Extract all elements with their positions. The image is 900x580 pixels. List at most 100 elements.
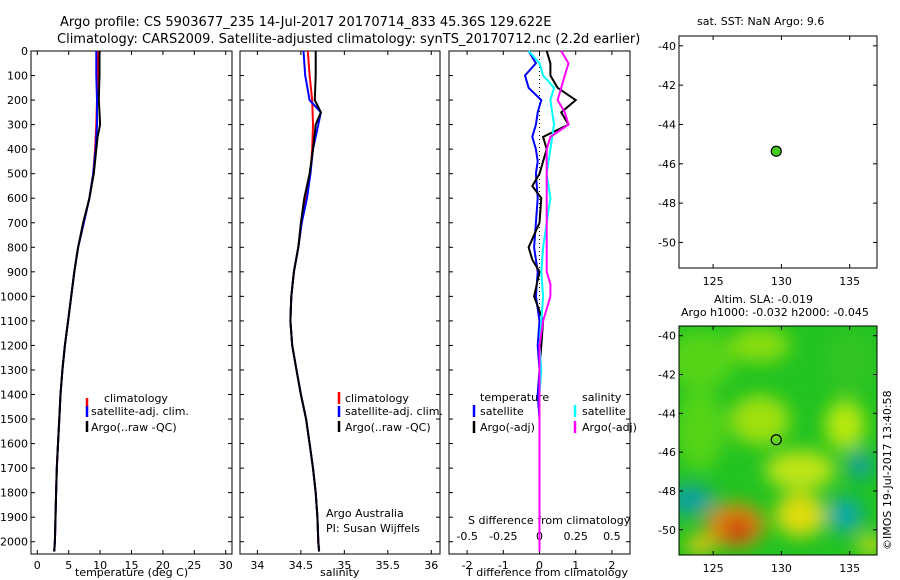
y-tick-label: -44 [658,407,676,420]
difference-legend: temperature salinity satellite Argo(-adj… [472,391,637,434]
y-tick-label: 400 [7,143,28,156]
x-label-t-difference: T difference from climatology [465,566,628,579]
x-tick-label: 25 [187,559,201,572]
x-label-temperature: temperature (deg C) [75,566,188,579]
sst-map-panel [678,35,878,269]
y-tick-label: 900 [7,266,28,279]
legend-temp-satellite: satellite [480,405,524,418]
x-tick-label: 135 [839,275,860,288]
y-tick-label: -42 [658,79,676,92]
series-line [527,50,556,552]
x-tick-label: 130 [771,562,792,575]
legend-climatology: climatology [104,392,168,405]
legend-satellite: satellite-adj. clim. [345,405,443,418]
sla-title: Altim. SLA: -0.019 [714,293,813,306]
x-tick-label: 35 [337,559,351,572]
argo-height-title: Argo h1000: -0.032 h2000: -0.045 [681,306,869,319]
y-tick-label: -42 [658,369,676,382]
x-tick-label: 36 [424,559,438,572]
y-tick-label: -48 [658,197,676,210]
x-label-salinity: salinity [320,566,360,579]
x-tick-label: 130 [771,275,792,288]
y-tick-label: -48 [658,485,676,498]
y-tick-label: -46 [658,158,676,171]
legend-salinity-title: salinity [582,391,622,404]
y-tick-label: 1900 [0,511,28,524]
y-tick-label: 1500 [0,413,28,426]
y-tick-label: 1000 [0,290,28,303]
sst-title: sat. SST: NaN Argo: 9.6 [697,15,824,28]
annotation-institution: Argo Australia [326,507,404,520]
copyright-label: ©IMOS 19-Jul-2017 13:40:58 [881,390,894,550]
legend-temp-argo: Argo(-adj) [480,421,535,434]
x-tick-label: 20 [156,559,170,572]
x-tick-label: 5 [65,559,72,572]
argo-location-marker [770,434,782,446]
legend-sal-argo: Argo(-adj) [582,421,637,434]
legend-satellite: satellite-adj. clim. [91,405,189,418]
x-tick-label: 2 [608,559,615,572]
s-diff-tick-label: -0.5 [456,530,477,543]
s-diff-tick-label: 0.5 [603,530,621,543]
x-tick-label: 0 [34,559,41,572]
x-tick-label: 1 [572,559,579,572]
y-tick-label: -50 [658,524,676,537]
s-diff-tick-label: 0.25 [563,530,588,543]
annotation-pi: PI: Susan Wijffels [326,522,420,535]
y-tick-label: 1700 [0,462,28,475]
header-line2: Climatology: CARS2009. Satellite-adjuste… [57,32,640,47]
y-tick-label: 200 [7,94,28,107]
legend-sal-satellite: satellite [582,405,626,418]
y-tick-label: -44 [658,118,676,131]
x-tick-label: -1 [498,559,509,572]
sla-map-panel [678,325,878,556]
x-tick-label: 34.5 [289,559,314,572]
x-tick-label: 125 [703,562,724,575]
x-tick-label: 0 [536,559,543,572]
x-tick-label: 15 [125,559,139,572]
x-label-s-difference: S difference from climatology [468,514,631,527]
y-tick-label: -40 [658,40,676,53]
argo-location-marker [770,145,782,157]
legend-temperature-title: temperature [480,391,549,404]
y-tick-label: 500 [7,168,28,181]
x-tick-label: 10 [93,559,107,572]
series-line [289,51,323,552]
y-tick-label: 0 [21,45,28,58]
y-tick-label: 800 [7,241,28,254]
x-tick-label: 34 [250,559,264,572]
series-line [53,50,100,552]
temperature-panel [30,50,233,555]
temperature-legend: climatology satellite-adj. clim. Argo(..… [85,392,189,434]
x-tick-label: 30 [219,559,233,572]
series-line [538,50,570,552]
legend-climatology: climatology [345,392,409,405]
x-tick-label: 125 [703,275,724,288]
salinity-legend: climatology satellite-adj. clim. Argo(..… [326,392,443,535]
s-diff-tick-label: -0.25 [489,530,517,543]
header-line1: Argo profile: CS 5903677_235 14-Jul-2017… [60,15,551,30]
y-tick-label: -50 [658,236,676,249]
legend-argo: Argo(..raw -QC) [91,421,177,434]
y-tick-label: 300 [7,119,28,132]
legend-argo: Argo(..raw -QC) [345,421,431,434]
y-tick-label: 1300 [0,364,28,377]
y-tick-label: 1400 [0,389,28,402]
sla-heatmap [679,326,877,555]
y-tick-label: 1200 [0,339,28,352]
y-tick-label: 700 [7,217,28,230]
y-tick-label: 600 [7,192,28,205]
x-tick-label: 35.5 [376,559,401,572]
x-tick-label: 135 [839,562,860,575]
salinity-panel [239,50,441,555]
series-line [53,51,102,552]
y-tick-label: -40 [658,330,676,343]
x-tick-label: -2 [462,559,473,572]
series-line [53,51,98,552]
y-tick-label: 2000 [0,536,28,549]
y-tick-label: 1100 [0,315,28,328]
y-tick-label: 100 [7,70,28,83]
y-tick-label: -46 [658,446,676,459]
y-tick-label: 1800 [0,487,28,500]
